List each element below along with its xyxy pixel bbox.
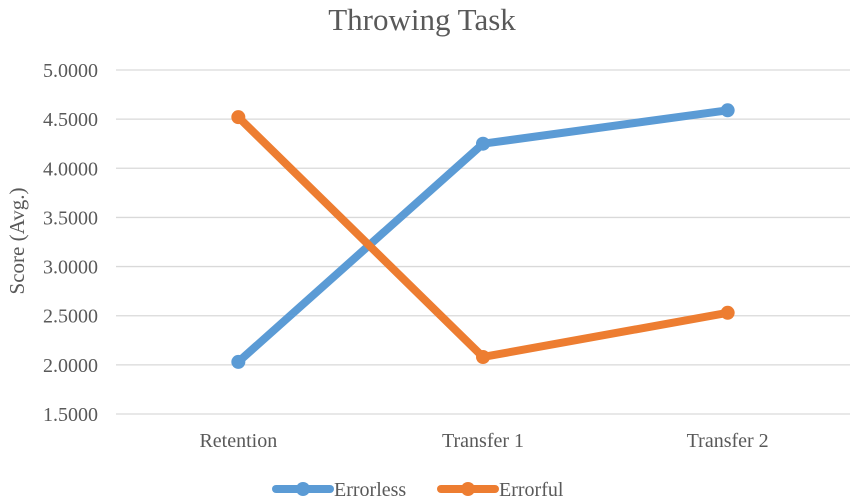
data-point <box>231 110 246 125</box>
data-point <box>720 305 735 320</box>
series-errorless <box>231 103 735 369</box>
data-point <box>720 103 735 118</box>
x-tick-label: Retention <box>199 430 277 452</box>
data-point <box>476 349 490 364</box>
legend: Errorless Errorful <box>272 479 564 501</box>
legend-marker <box>461 482 475 496</box>
y-tick-label: 2.5000 <box>43 306 98 328</box>
y-tick-label: 3.0000 <box>43 257 98 279</box>
y-tick-label: 4.5000 <box>43 109 98 131</box>
y-axis-title: Score (Avg.) <box>5 188 29 295</box>
series-errorful <box>231 110 735 364</box>
y-axis-ticks: 1.5000 2.0000 2.5000 3.0000 3.5000 4.0000 4.50… <box>43 60 98 426</box>
y-tick-label: 4.0000 <box>43 158 98 180</box>
legend-marker <box>296 482 310 496</box>
chart-title: Throwing Task <box>328 2 516 37</box>
legend-label: Errorful <box>499 479 564 501</box>
x-tick-label: Transfer 1 <box>442 430 524 452</box>
y-tick-label: 3.5000 <box>43 207 98 229</box>
x-axis-ticks: Retention Transfer 1 Transfer 2 <box>199 430 768 452</box>
y-tick-label: 1.5000 <box>43 404 98 426</box>
y-tick-label: 5.0000 <box>43 60 98 82</box>
legend-item: Errorful <box>437 479 564 501</box>
x-tick-label: Transfer 2 <box>687 430 769 452</box>
data-point <box>476 136 490 151</box>
data-point <box>231 354 246 369</box>
legend-label: Errorless <box>334 479 406 501</box>
legend-item: Errorless <box>272 479 406 501</box>
series-line <box>234 113 732 361</box>
y-tick-label: 2.0000 <box>43 355 98 377</box>
series-lines <box>231 103 735 369</box>
